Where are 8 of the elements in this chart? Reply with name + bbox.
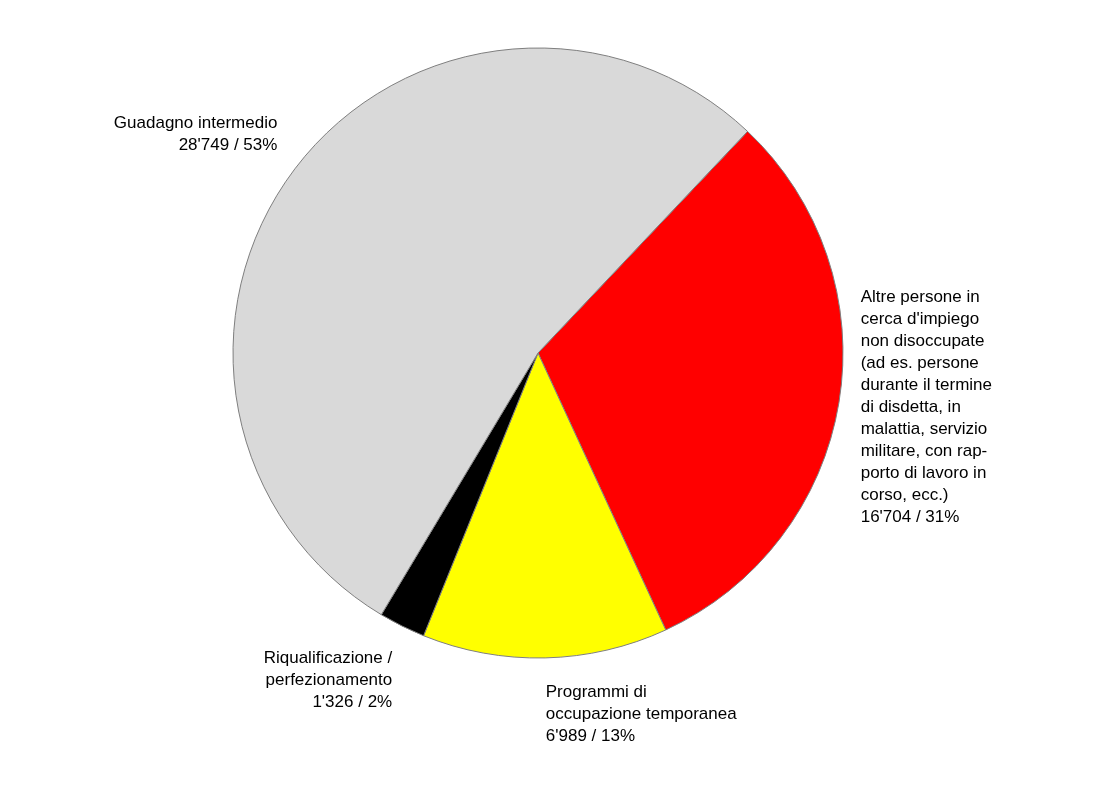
data-label: 6'989 / 13% [545,725,636,745]
slice-label: Riqualificazione / perfezionamento [263,647,393,689]
data-label: 1'326 / 2% [312,691,393,711]
slice-label: Guadagno intermedio [113,113,278,133]
data-label: 28'749 / 53% [178,135,278,155]
category-label: Altre persone in cerca d'impiego non disoccupate (ad es. persone durante il termine di disdetta, in malattia, servizio militare, con rap- porto di lavoro in corso, ecc.) [860,286,993,504]
slice-label: Programmi di occupazione temporanea [545,681,738,723]
data-label: 16'704 / 31% [860,506,960,526]
